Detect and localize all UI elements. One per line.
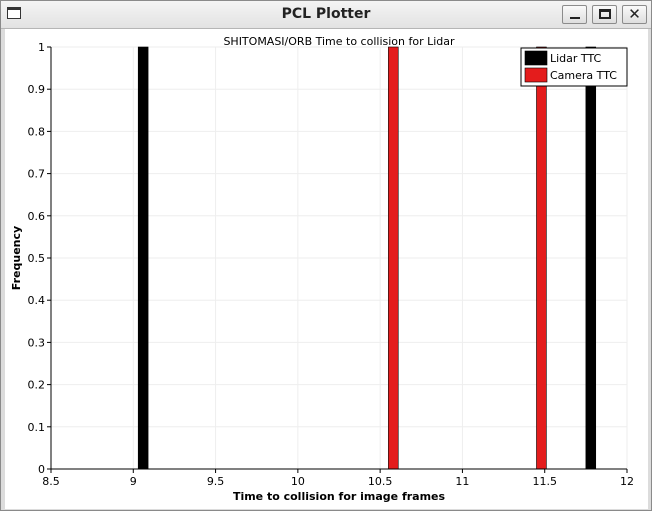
axes: 8.5 9 9.5 10 10.5 11 11.5 12 0 0.1 0.2 0.3 0.4 0.5 0.6…	[28, 41, 635, 488]
y-tick-label: 1	[38, 41, 45, 54]
maximize-button[interactable]	[592, 5, 617, 24]
minimize-icon	[570, 17, 580, 19]
y-tick-label: 0.9	[28, 83, 46, 96]
bars	[137, 46, 597, 470]
y-tick-label: 0.8	[28, 125, 46, 138]
x-tick-label: 11	[455, 475, 469, 488]
chart-title: SHITOMASI/ORB Time to collision for Lida…	[223, 35, 455, 48]
bar	[585, 46, 597, 470]
x-tick-label: 11.5	[532, 475, 557, 488]
y-tick-label: 0.2	[28, 379, 46, 392]
legend: Lidar TTC Camera TTC	[520, 47, 628, 87]
x-tick-label: 12	[620, 475, 634, 488]
histogram-chart: 8.5 9 9.5 10 10.5 11 11.5 12 0 0.1 0.2 0.3 0.4 0.5 0.6…	[10, 35, 635, 503]
x-axis-label: Time to collision for image frames	[233, 490, 446, 503]
legend-label: Camera TTC	[550, 69, 617, 82]
window-title: PCL Plotter	[281, 6, 371, 22]
x-tick-label: 10	[291, 475, 305, 488]
y-tick-label: 0.5	[28, 252, 46, 265]
y-tick-label: 0.1	[28, 421, 46, 434]
plot-area[interactable]: 8.5 9 9.5 10 10.5 11 11.5 12 0 0.1 0.2 0.3 0.4 0.5 0.6…	[5, 29, 648, 509]
y-tick-label: 0.3	[28, 336, 46, 349]
bar	[536, 46, 547, 470]
close-button[interactable]: ✕	[622, 5, 647, 24]
legend-swatch	[524, 50, 548, 66]
y-tick-label: 0.6	[28, 210, 46, 223]
y-axis-label: Frequency	[10, 226, 23, 290]
y-tick-label: 0	[38, 463, 45, 476]
maximize-icon	[599, 9, 611, 19]
legend-label: Lidar TTC	[550, 52, 602, 65]
window-app-icon[interactable]	[7, 7, 21, 19]
y-tick-label: 0.7	[28, 168, 46, 181]
y-tick-label: 0.4	[28, 294, 46, 307]
x-tick-label: 10.5	[368, 475, 393, 488]
minimize-button[interactable]	[562, 5, 587, 24]
x-tick-label: 9	[130, 475, 137, 488]
legend-swatch	[524, 67, 548, 83]
title-bar[interactable]: PCL Plotter ✕	[1, 1, 651, 29]
close-icon: ✕	[628, 5, 641, 23]
x-tick-label: 9.5	[207, 475, 225, 488]
bar	[137, 46, 149, 470]
x-tick-label: 8.5	[42, 475, 60, 488]
bar	[388, 46, 399, 470]
